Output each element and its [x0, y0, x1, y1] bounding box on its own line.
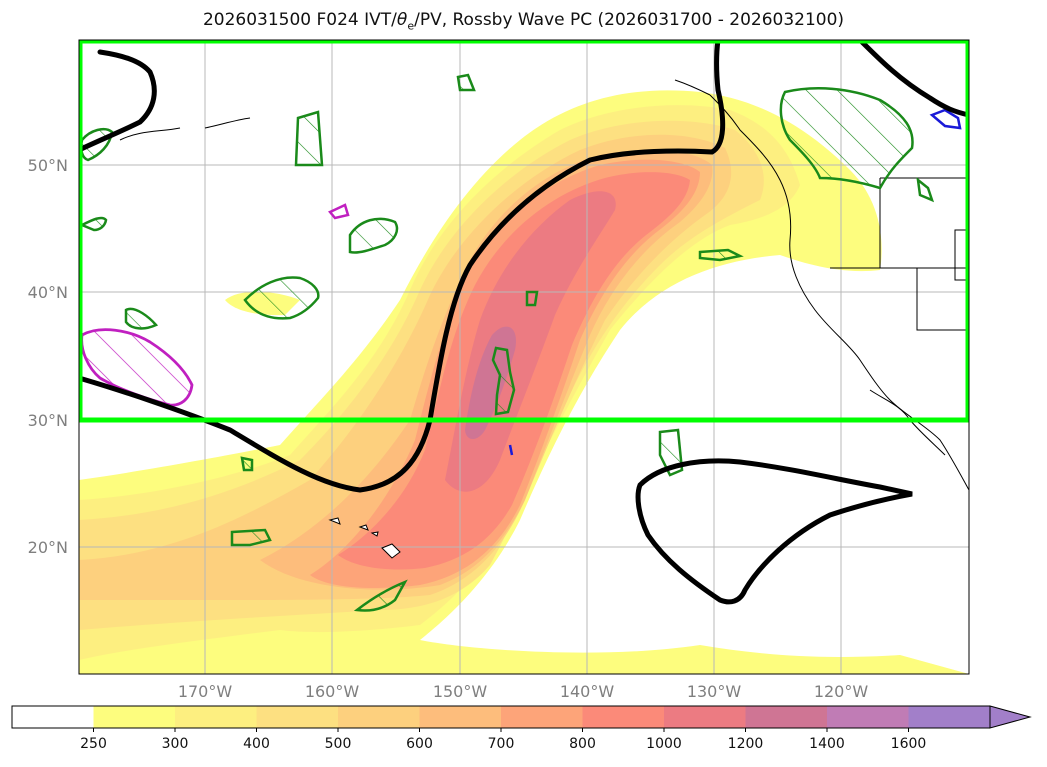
colorbar-tick-label: 1400 — [809, 736, 845, 752]
lat-labels: 50°N 40°N 30°N 20°N — [28, 156, 68, 557]
colorbar-tick-label: 1200 — [728, 736, 764, 752]
blue-contour — [929, 108, 962, 130]
colorbar-ticks: 250 300 400 500 600 700 800 1000 1200 1400 1600 — [80, 728, 926, 752]
colorbar-segment — [419, 706, 502, 728]
pv-contours — [79, 73, 935, 612]
colorbar-segment — [827, 706, 909, 728]
colorbar-segment — [908, 706, 991, 728]
lat-label: 30°N — [28, 411, 68, 430]
colorbar-segment — [338, 706, 420, 728]
region-box — [79, 40, 969, 423]
lon-label: 160°W — [305, 682, 360, 701]
colorbar-tick-label: 600 — [406, 736, 433, 752]
colorbar-tick-label: 1600 — [891, 736, 927, 752]
colorbar-segment — [664, 706, 746, 728]
lon-label: 130°W — [687, 682, 742, 701]
lat-label: 20°N — [28, 538, 68, 557]
colorbar-segment — [501, 706, 583, 728]
map-area — [79, 40, 969, 674]
colorbar-tick-label: 300 — [162, 736, 189, 752]
colorbar-segment — [175, 706, 257, 728]
lon-label: 170°W — [178, 682, 233, 701]
colorbar-tick-label: 250 — [80, 736, 107, 752]
lon-label: 140°W — [560, 682, 615, 701]
colorbar-segment — [745, 706, 828, 728]
colorbar-segment — [256, 706, 339, 728]
colorbar-tick-label: 800 — [569, 736, 596, 752]
rossby-wave-contours — [79, 40, 969, 605]
colorbar-tick-label: 1000 — [646, 736, 682, 752]
colorbar-segment — [582, 706, 665, 728]
colorbar-tick-label: 400 — [243, 736, 270, 752]
chart-title: 2026031500 F024 IVT/θe/PV, Rossby Wave P… — [202, 10, 845, 33]
lon-label: 120°W — [814, 682, 869, 701]
colorbar — [11, 705, 1032, 729]
lon-labels: 170°W 160°W 150°W 140°W 130°W 120°W — [178, 682, 869, 701]
colorbar-extend-arrow — [989, 705, 1032, 729]
colorbar-tick-label: 700 — [488, 736, 515, 752]
colorbar-segment — [12, 706, 94, 728]
colorbar-tick-label: 500 — [325, 736, 352, 752]
blue-mark — [508, 444, 514, 456]
map-frame — [78, 39, 970, 675]
magenta-contours — [80, 203, 350, 407]
lat-label: 40°N — [28, 283, 68, 302]
lon-label: 150°W — [433, 682, 488, 701]
lat-label: 50°N — [28, 156, 68, 175]
colorbar-segment — [93, 706, 176, 728]
hawaii-islands — [328, 517, 401, 559]
